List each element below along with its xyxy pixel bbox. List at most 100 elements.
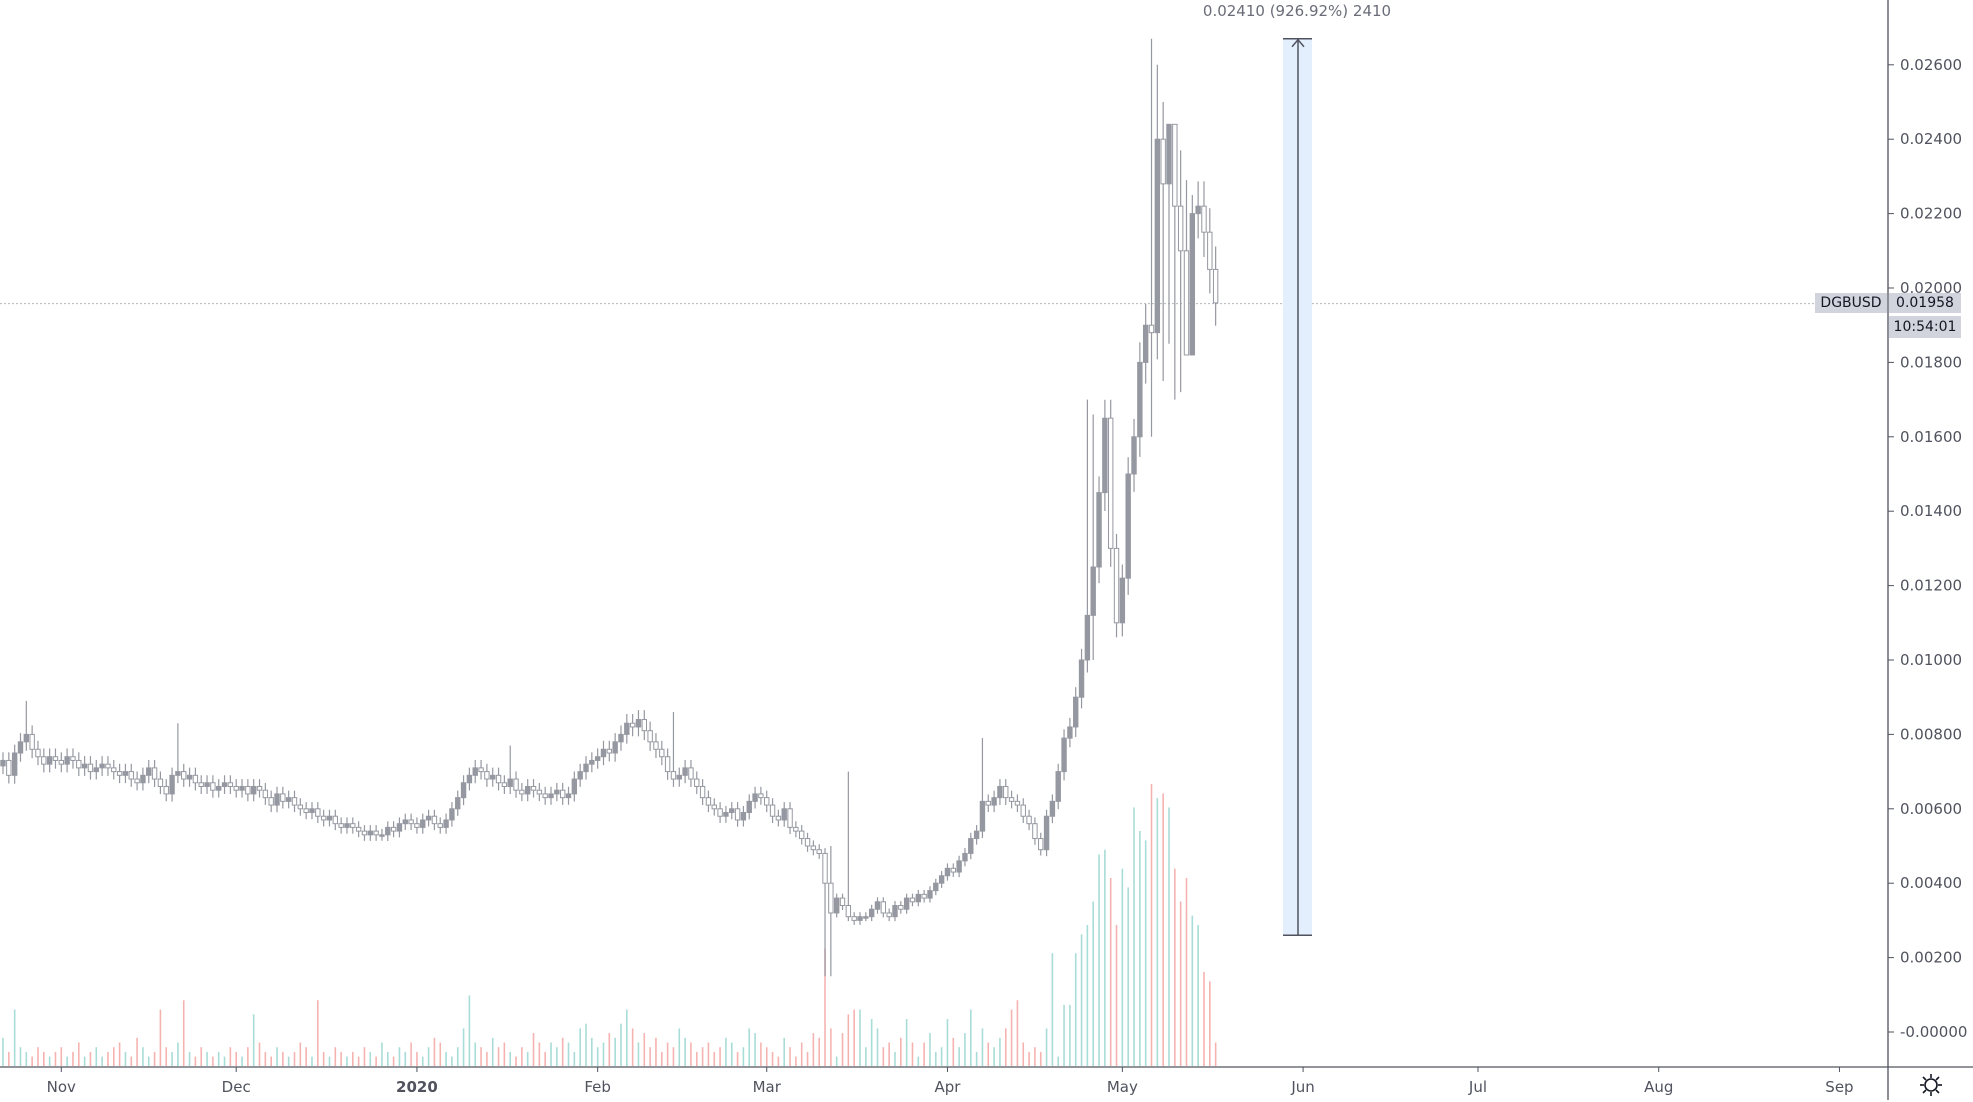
candle-body <box>758 793 764 799</box>
candle-body <box>52 756 59 761</box>
candle-body <box>618 733 624 743</box>
candle-body <box>116 771 123 776</box>
x-tick-label: Dec <box>222 1078 251 1096</box>
y-tick-label: 0.02400 <box>1900 130 1962 148</box>
candle-body <box>530 785 537 791</box>
candle-body <box>799 830 805 840</box>
candle-body <box>1084 614 1091 661</box>
candle-body <box>285 797 292 802</box>
candle-body <box>431 815 438 825</box>
candle-body <box>367 830 373 836</box>
candle-body <box>1201 205 1207 233</box>
candle-body <box>1183 250 1190 356</box>
candle-body <box>227 782 234 787</box>
candle-body <box>35 748 41 758</box>
candle-body <box>857 916 863 921</box>
candle-body <box>851 916 857 921</box>
candle-body <box>379 834 385 837</box>
candle-body <box>845 905 852 918</box>
candle-body <box>863 916 869 919</box>
candle-body <box>157 778 164 787</box>
candle-body <box>245 785 251 795</box>
candle-body <box>198 782 204 787</box>
candle-body <box>962 852 968 862</box>
candle-body <box>105 763 111 769</box>
candle-body <box>1125 473 1131 579</box>
candle-body <box>612 741 618 754</box>
candle-body <box>210 782 216 791</box>
candle-body <box>752 793 758 802</box>
candle-body <box>1108 417 1114 549</box>
candle-body <box>361 830 368 836</box>
candle-body <box>355 826 362 832</box>
candle-body <box>99 763 105 769</box>
gear-icon[interactable] <box>1918 1072 1944 1098</box>
candle-body <box>6 759 12 776</box>
candle-body <box>822 852 828 884</box>
candle-body <box>315 808 321 817</box>
candle-body <box>390 826 397 832</box>
candle-body <box>1014 800 1021 806</box>
candle-body <box>699 785 706 799</box>
candle-body <box>11 752 18 776</box>
candle-body <box>927 890 933 899</box>
candle-body <box>991 797 997 806</box>
candle-body <box>839 897 846 907</box>
candle-body <box>1207 231 1213 270</box>
candle-body <box>664 756 671 773</box>
candle-body <box>169 774 175 795</box>
candle-body <box>507 778 513 787</box>
candle-body <box>816 849 822 854</box>
candle-body <box>291 797 298 806</box>
candle-body <box>408 819 414 825</box>
candle-body <box>23 733 30 743</box>
candle-body <box>979 800 986 832</box>
candle-body <box>443 819 449 828</box>
candle-body <box>571 778 578 795</box>
candle-body <box>723 812 729 817</box>
candle-body <box>542 793 548 799</box>
candle-body <box>221 782 228 787</box>
candle-body <box>600 748 607 758</box>
candle-body <box>874 901 881 910</box>
candle-body <box>746 800 752 814</box>
candle-body <box>793 826 799 832</box>
x-tick-label: May <box>1107 1078 1138 1096</box>
candle-body <box>956 860 962 873</box>
x-tick-label: Mar <box>753 1078 782 1096</box>
candle-body <box>1189 213 1196 356</box>
y-tick-label: -0.00000 <box>1900 1023 1967 1041</box>
x-tick-label: Sep <box>1825 1078 1853 1096</box>
candle-body <box>787 808 793 828</box>
candle-body <box>64 756 70 765</box>
candle-body <box>1102 417 1108 494</box>
candle-body <box>46 756 53 765</box>
x-tick-label: 2020 <box>396 1078 438 1096</box>
candle-body <box>425 815 432 821</box>
candle-body <box>437 823 443 828</box>
candle-body <box>921 893 927 899</box>
candle-body <box>711 804 717 810</box>
y-tick-label: 0.00600 <box>1900 800 1962 818</box>
candle-body <box>1026 815 1032 825</box>
candle-body <box>163 785 169 795</box>
candle-body <box>525 785 531 795</box>
y-tick-label: 0.01800 <box>1900 353 1962 371</box>
candle-body <box>490 774 496 780</box>
candle-body <box>950 867 956 873</box>
candle-body <box>915 893 922 903</box>
y-tick-label: 0.02200 <box>1900 205 1962 223</box>
candle-body <box>0 759 6 767</box>
y-tick-label: 0.02600 <box>1900 56 1962 74</box>
arrow-up-icon <box>1291 38 1305 48</box>
candle-body <box>676 774 682 780</box>
candle-body <box>659 748 665 758</box>
y-tick-label: 0.02000 <box>1900 279 1962 297</box>
candle-body <box>1020 804 1026 817</box>
countdown-label: 10:54:01 <box>1889 316 1961 338</box>
candle-body <box>449 808 455 821</box>
candle-body <box>769 804 776 817</box>
candle-body <box>472 767 478 776</box>
candle-body <box>938 875 945 884</box>
